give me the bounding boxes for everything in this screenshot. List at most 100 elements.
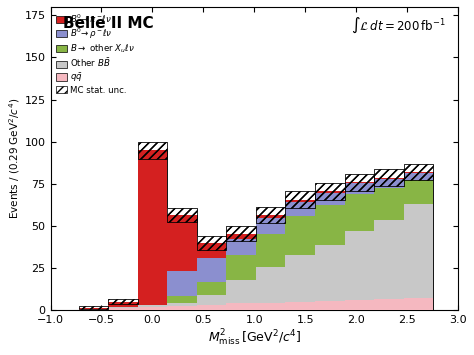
Bar bbox=[404, 180, 433, 204]
Bar bbox=[404, 204, 433, 298]
Bar bbox=[315, 205, 345, 245]
Bar bbox=[374, 186, 404, 310]
Bar bbox=[374, 169, 404, 186]
Bar bbox=[315, 205, 345, 245]
Bar bbox=[404, 164, 433, 180]
Bar bbox=[345, 174, 374, 191]
Bar bbox=[137, 305, 167, 307]
Bar bbox=[197, 282, 227, 295]
Bar bbox=[167, 215, 197, 271]
Bar bbox=[256, 207, 285, 223]
Bar bbox=[79, 308, 108, 309]
Bar bbox=[197, 295, 227, 305]
Bar bbox=[137, 150, 167, 305]
Bar bbox=[285, 191, 315, 208]
Bar bbox=[137, 305, 167, 307]
Bar bbox=[108, 299, 137, 304]
Bar bbox=[374, 220, 404, 299]
Bar bbox=[404, 298, 433, 310]
Bar bbox=[167, 208, 197, 222]
Bar bbox=[285, 202, 315, 216]
Bar bbox=[404, 172, 433, 173]
Bar bbox=[404, 173, 433, 180]
Bar bbox=[285, 255, 315, 302]
Bar bbox=[79, 309, 108, 310]
Bar bbox=[315, 193, 345, 205]
Bar bbox=[167, 306, 197, 310]
Bar bbox=[256, 218, 285, 234]
Bar bbox=[345, 194, 374, 231]
Bar bbox=[108, 308, 137, 310]
Bar bbox=[108, 304, 137, 310]
Bar bbox=[404, 180, 433, 310]
Text: $\int \mathcal{L}\, dt = 200\,\mathrm{fb}^{-1}$: $\int \mathcal{L}\, dt = 200\,\mathrm{fb… bbox=[351, 16, 446, 36]
Bar bbox=[197, 295, 227, 305]
Bar bbox=[345, 174, 374, 191]
Bar bbox=[285, 302, 315, 310]
Bar bbox=[285, 255, 315, 302]
Bar bbox=[197, 236, 227, 250]
Bar bbox=[137, 159, 167, 310]
Bar bbox=[79, 306, 108, 309]
Bar bbox=[227, 255, 256, 280]
Bar bbox=[404, 173, 433, 180]
Bar bbox=[79, 309, 108, 310]
Bar bbox=[227, 239, 256, 255]
Bar bbox=[404, 172, 433, 173]
Bar bbox=[167, 222, 197, 310]
Bar bbox=[285, 191, 315, 208]
Bar bbox=[79, 308, 108, 309]
Bar bbox=[315, 193, 345, 205]
Bar bbox=[167, 271, 197, 296]
Legend: $B^0\!\to\pi^-\!\ell\nu$, $B^0\!\to\rho^-\!\ell\nu$, $B\to$ other $X_u\ell\nu$, : $B^0\!\to\pi^-\!\ell\nu$, $B^0\!\to\rho^… bbox=[52, 9, 139, 98]
Bar bbox=[285, 191, 315, 208]
Bar bbox=[345, 183, 374, 194]
Bar bbox=[197, 282, 227, 295]
Bar bbox=[227, 280, 256, 304]
Bar bbox=[227, 304, 256, 310]
Bar bbox=[315, 245, 345, 301]
Bar bbox=[256, 302, 285, 310]
Bar bbox=[197, 258, 227, 282]
Bar bbox=[167, 296, 197, 302]
Bar bbox=[256, 207, 285, 223]
Bar bbox=[108, 302, 137, 307]
Bar bbox=[256, 234, 285, 267]
Bar bbox=[137, 150, 167, 305]
Bar bbox=[374, 299, 404, 310]
Bar bbox=[285, 202, 315, 216]
Bar bbox=[108, 307, 137, 308]
Bar bbox=[108, 308, 137, 310]
Bar bbox=[227, 234, 256, 239]
Bar bbox=[227, 255, 256, 280]
Bar bbox=[137, 307, 167, 310]
Bar bbox=[197, 243, 227, 258]
Bar bbox=[256, 215, 285, 218]
Bar bbox=[137, 307, 167, 310]
Bar bbox=[315, 245, 345, 301]
Bar bbox=[167, 208, 197, 222]
Bar bbox=[404, 164, 433, 180]
Bar bbox=[167, 302, 197, 306]
Bar bbox=[374, 188, 404, 220]
Bar bbox=[256, 218, 285, 234]
Bar bbox=[374, 179, 404, 188]
Bar bbox=[345, 182, 374, 183]
Bar bbox=[167, 215, 197, 271]
Bar bbox=[256, 215, 285, 218]
Bar bbox=[197, 243, 227, 258]
Bar bbox=[345, 194, 374, 231]
Bar bbox=[285, 216, 315, 255]
Bar bbox=[285, 200, 315, 202]
Bar bbox=[79, 306, 108, 309]
Bar bbox=[227, 239, 256, 255]
Bar bbox=[227, 226, 256, 241]
Bar bbox=[374, 188, 404, 220]
Bar bbox=[227, 280, 256, 304]
Bar bbox=[374, 220, 404, 299]
Bar bbox=[345, 183, 374, 194]
Bar bbox=[315, 183, 345, 200]
Bar bbox=[404, 298, 433, 310]
Bar bbox=[345, 231, 374, 300]
Bar bbox=[315, 183, 345, 200]
